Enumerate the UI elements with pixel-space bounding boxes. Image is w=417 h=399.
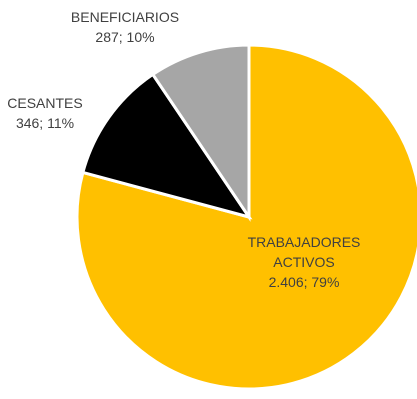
slice-category-label: CESANTES [7, 95, 82, 111]
pie-slice-beneficiarios [150, 43, 251, 222]
slice-category-label: BENEFICIARIOS [71, 9, 179, 25]
slice-category-label: ACTIVOS [273, 254, 334, 270]
data-labels: TRABAJADORES ACTIVOS 2.406; 79% CESANTES 346… [7, 9, 360, 290]
slice-category-label: TRABAJADORES [248, 234, 361, 250]
slice-value-label: 2.406; 79% [269, 274, 340, 290]
data-label-trabajadores-activos: TRABAJADORES ACTIVOS 2.406; 79% [248, 234, 361, 290]
data-label-beneficiarios: BENEFICIARIOS 287; 10% [71, 9, 179, 45]
pie-slices [75, 43, 417, 391]
slice-value-label: 346; 11% [16, 115, 74, 131]
data-label-cesantes: CESANTES 346; 11% [7, 95, 82, 131]
pie-slice-cesantes [81, 72, 253, 220]
slice-value-label: 287; 10% [95, 29, 154, 45]
